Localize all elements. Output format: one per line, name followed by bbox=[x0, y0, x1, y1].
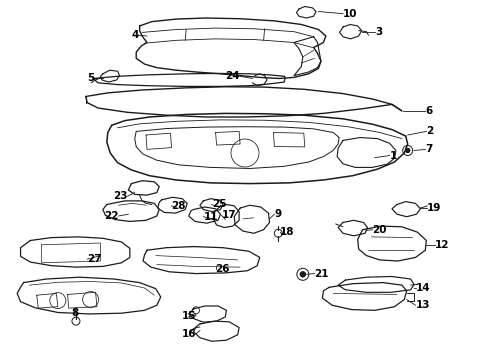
Text: 21: 21 bbox=[315, 269, 329, 279]
Text: 7: 7 bbox=[425, 144, 433, 154]
Text: 25: 25 bbox=[212, 199, 226, 210]
Text: 12: 12 bbox=[435, 240, 450, 250]
Text: 14: 14 bbox=[416, 283, 430, 293]
Text: 9: 9 bbox=[274, 209, 282, 219]
Text: 19: 19 bbox=[427, 203, 441, 213]
Text: 10: 10 bbox=[343, 9, 358, 19]
Text: 11: 11 bbox=[203, 212, 218, 222]
Circle shape bbox=[300, 272, 305, 277]
Text: 20: 20 bbox=[372, 225, 387, 235]
Text: 15: 15 bbox=[181, 311, 196, 321]
Text: 6: 6 bbox=[425, 106, 433, 116]
Text: 17: 17 bbox=[221, 210, 236, 220]
Text: 2: 2 bbox=[426, 126, 434, 136]
Text: 8: 8 bbox=[72, 308, 78, 318]
Text: 13: 13 bbox=[416, 300, 430, 310]
Text: 16: 16 bbox=[181, 329, 196, 339]
Text: 23: 23 bbox=[113, 191, 127, 201]
Text: 5: 5 bbox=[87, 73, 94, 84]
Text: 4: 4 bbox=[131, 30, 139, 40]
Text: 24: 24 bbox=[225, 71, 240, 81]
Text: 27: 27 bbox=[87, 254, 102, 264]
Text: 26: 26 bbox=[216, 264, 230, 274]
Circle shape bbox=[406, 148, 410, 153]
Text: 18: 18 bbox=[280, 227, 295, 237]
Text: 28: 28 bbox=[172, 201, 186, 211]
Text: 22: 22 bbox=[104, 211, 119, 221]
Text: 3: 3 bbox=[375, 27, 382, 37]
Text: 1: 1 bbox=[390, 150, 397, 161]
